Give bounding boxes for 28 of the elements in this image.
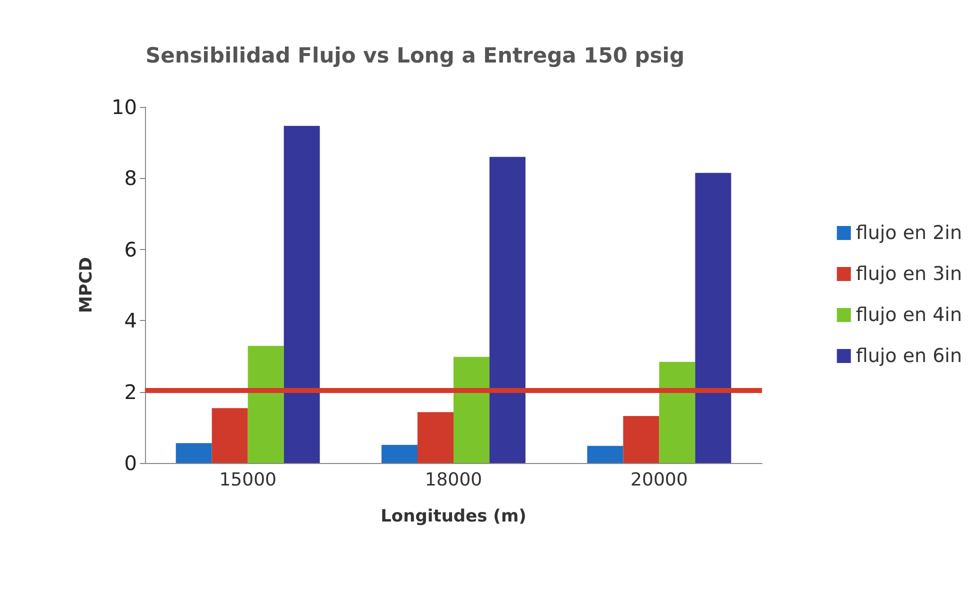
x-tick-label: 20000 xyxy=(630,470,688,490)
y-tick-label: 0 xyxy=(124,451,137,475)
y-tick-label: 8 xyxy=(124,166,137,190)
x-tick-label: 15000 xyxy=(219,470,276,490)
bar xyxy=(659,362,696,463)
bar xyxy=(587,446,624,463)
legend-label: flujo en 3in xyxy=(856,263,962,285)
bar xyxy=(418,412,454,463)
y-tick-label: 10 xyxy=(112,95,137,119)
chart-title: Sensibilidad Flujo vs Long a Entrega 150 psig xyxy=(145,44,685,68)
legend-label: flujo en 6in xyxy=(856,345,962,367)
bar xyxy=(489,156,526,463)
bar xyxy=(284,126,320,463)
y-tick-label: 4 xyxy=(124,308,137,333)
x-tick-label: 18000 xyxy=(424,470,482,490)
legend-label: flujo en 2in xyxy=(856,222,962,244)
bar xyxy=(176,443,212,463)
y-tick-label: 2 xyxy=(124,380,137,404)
bar xyxy=(695,172,732,463)
legend-label: flujo en 4in xyxy=(856,304,962,326)
y-axis-title: MPCD xyxy=(76,257,96,313)
bar xyxy=(212,408,248,463)
bar xyxy=(248,346,284,463)
bar xyxy=(382,444,418,463)
x-axis-title: Longitudes (m) xyxy=(380,506,526,526)
y-tick-label: 6 xyxy=(124,237,137,262)
bar xyxy=(623,416,660,463)
bar xyxy=(454,356,490,463)
